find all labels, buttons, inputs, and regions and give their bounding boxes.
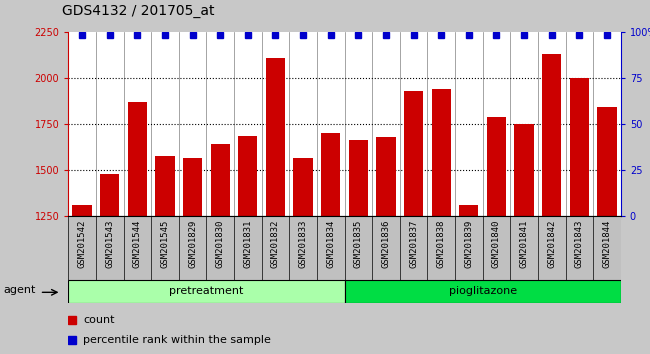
Bar bbox=[293, 158, 313, 216]
Bar bbox=[597, 107, 617, 216]
Bar bbox=[183, 158, 202, 216]
Bar bbox=[321, 133, 341, 216]
Text: pretreatment: pretreatment bbox=[169, 286, 244, 296]
Bar bbox=[348, 139, 368, 216]
Bar bbox=[459, 205, 478, 216]
Text: GSM201834: GSM201834 bbox=[326, 219, 335, 268]
Text: GSM201544: GSM201544 bbox=[133, 219, 142, 268]
Bar bbox=[155, 156, 175, 216]
Text: GSM201833: GSM201833 bbox=[298, 219, 307, 268]
Text: GSM201545: GSM201545 bbox=[161, 219, 170, 268]
Text: pioglitazone: pioglitazone bbox=[448, 286, 517, 296]
Text: GSM201835: GSM201835 bbox=[354, 219, 363, 268]
Text: count: count bbox=[83, 315, 114, 325]
Text: percentile rank within the sample: percentile rank within the sample bbox=[83, 335, 271, 345]
Bar bbox=[72, 205, 92, 216]
Text: GSM201830: GSM201830 bbox=[216, 219, 225, 268]
Text: GSM201843: GSM201843 bbox=[575, 219, 584, 268]
Bar bbox=[487, 116, 506, 216]
Text: GSM201832: GSM201832 bbox=[271, 219, 280, 268]
Bar bbox=[127, 102, 147, 216]
Text: GSM201542: GSM201542 bbox=[77, 219, 86, 268]
Text: GSM201842: GSM201842 bbox=[547, 219, 556, 268]
Text: GSM201831: GSM201831 bbox=[243, 219, 252, 268]
Text: GSM201838: GSM201838 bbox=[437, 219, 446, 268]
Text: GSM201844: GSM201844 bbox=[603, 219, 612, 268]
Bar bbox=[514, 124, 534, 216]
Text: GSM201839: GSM201839 bbox=[464, 219, 473, 268]
Text: GSM201836: GSM201836 bbox=[382, 219, 391, 268]
Bar bbox=[542, 54, 562, 216]
Bar bbox=[211, 144, 230, 216]
Bar bbox=[432, 89, 451, 216]
Text: GDS4132 / 201705_at: GDS4132 / 201705_at bbox=[62, 4, 214, 18]
Text: GSM201837: GSM201837 bbox=[409, 219, 418, 268]
Text: GSM201543: GSM201543 bbox=[105, 219, 114, 268]
Bar bbox=[68, 280, 345, 303]
Bar bbox=[100, 173, 120, 216]
Bar bbox=[376, 137, 396, 216]
Bar bbox=[344, 280, 621, 303]
Text: agent: agent bbox=[3, 285, 36, 295]
Bar bbox=[569, 78, 589, 216]
Bar bbox=[266, 58, 285, 216]
Text: GSM201829: GSM201829 bbox=[188, 219, 197, 268]
Bar bbox=[404, 91, 423, 216]
Text: GSM201841: GSM201841 bbox=[519, 219, 528, 268]
Text: GSM201840: GSM201840 bbox=[492, 219, 501, 268]
Bar bbox=[238, 136, 257, 216]
